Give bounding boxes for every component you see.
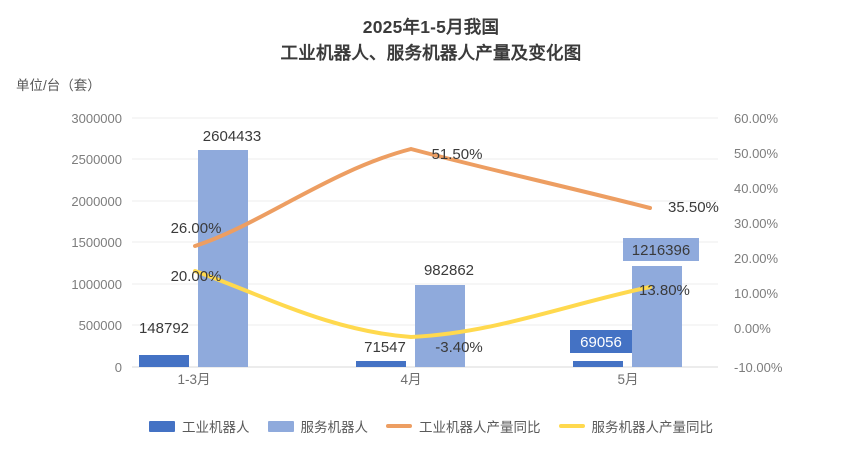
legend-swatch-bar-icon: [149, 420, 175, 432]
y2-tick-label: 60.00%: [734, 111, 779, 126]
bar-industrial[interactable]: [573, 361, 623, 367]
legend-swatch-line-icon: [386, 424, 412, 428]
data-label-industrial-yoy-2: 51.50%: [432, 146, 483, 163]
chart-title: 2025年1-5月我国 工业机器人、服务机器人产量及变化图: [0, 14, 862, 66]
bar-industrial[interactable]: [356, 361, 406, 367]
data-label-industrial-yoy-1: 26.00%: [171, 220, 222, 237]
x-tick-label: 1-3月: [177, 372, 210, 387]
y2-tick-label: 10.00%: [734, 286, 779, 301]
chart-legend: 工业机器人 服务机器人 工业机器人产量同比 服务机器人产量同比: [0, 416, 862, 436]
y-axis-unit-label: 单位/台（套）: [16, 78, 101, 93]
data-label-service-yoy-3: 13.80%: [639, 282, 690, 299]
y-axis-left-ticks: 3000000 2500000 2000000 1500000 1000000 …: [71, 111, 122, 375]
chart-title-line-2: 工业机器人、服务机器人产量及变化图: [280, 43, 582, 63]
chart-title-line-1: 2025年1-5月我国: [362, 17, 500, 37]
data-label-service-2: 982862: [424, 262, 474, 279]
bar-group-2: [356, 285, 465, 367]
y2-tick-label: -10.00%: [734, 360, 783, 375]
y-tick-label: 3000000: [71, 111, 122, 126]
legend-item-service[interactable]: 服务机器人: [267, 416, 369, 436]
data-label-industrial-2: 71547: [364, 339, 406, 356]
legend-label: 服务机器人: [300, 420, 369, 435]
legend-item-industrial[interactable]: 工业机器人: [149, 416, 250, 436]
y-tick-label: 2000000: [71, 194, 122, 209]
data-label-service-1: 2604433: [203, 128, 261, 145]
line-service-yoy[interactable]: [193, 269, 652, 340]
y2-tick-label: 50.00%: [734, 146, 779, 161]
data-label-industrial-3: 69056: [580, 334, 622, 351]
data-label-service-yoy-1: 20.00%: [171, 268, 222, 285]
data-label-industrial-yoy-3: 35.50%: [668, 199, 719, 216]
x-tick-label: 5月: [617, 372, 638, 387]
data-label-service-3: 1216396: [632, 242, 690, 259]
bar-group-3: [573, 266, 682, 367]
y-tick-label: 1500000: [71, 235, 122, 250]
x-axis-categories: 1-3月 4月 5月: [177, 372, 638, 387]
y-tick-label: 500000: [79, 318, 122, 333]
bar-group-1: [139, 150, 248, 367]
y2-tick-label: 0.00%: [734, 321, 771, 336]
legend-label: 服务机器人产量同比: [591, 420, 714, 435]
y-tick-label: 2500000: [71, 152, 122, 167]
y2-tick-label: 20.00%: [734, 251, 779, 266]
y-tick-label: 0: [115, 360, 122, 375]
y2-tick-label: 30.00%: [734, 216, 779, 231]
legend-swatch-bar-icon: [267, 420, 294, 432]
data-label-industrial-1: 148792: [139, 320, 189, 337]
data-label-service-3-bg: [623, 238, 699, 261]
y-tick-label: 1000000: [71, 277, 122, 292]
y-axis-right-ticks: 60.00% 50.00% 40.00% 30.00% 20.00% 10.00…: [734, 111, 783, 375]
data-label-service-yoy-2: -3.40%: [435, 339, 483, 356]
legend-label: 工业机器人产量同比: [419, 420, 541, 435]
bar-service[interactable]: [415, 285, 465, 367]
bar-industrial[interactable]: [139, 355, 189, 367]
data-label-industrial-3-bg: [570, 330, 632, 353]
bar-service[interactable]: [632, 266, 682, 367]
legend-item-service-yoy[interactable]: 服务机器人产量同比: [558, 416, 714, 436]
legend-item-industrial-yoy[interactable]: 工业机器人产量同比: [386, 416, 541, 436]
bar-service[interactable]: [198, 150, 248, 367]
line-industrial-yoy[interactable]: [193, 146, 652, 248]
y2-tick-label: 40.00%: [734, 181, 779, 196]
x-tick-label: 4月: [400, 372, 421, 387]
legend-label: 工业机器人: [182, 420, 250, 435]
legend-swatch-line-icon: [558, 424, 585, 428]
